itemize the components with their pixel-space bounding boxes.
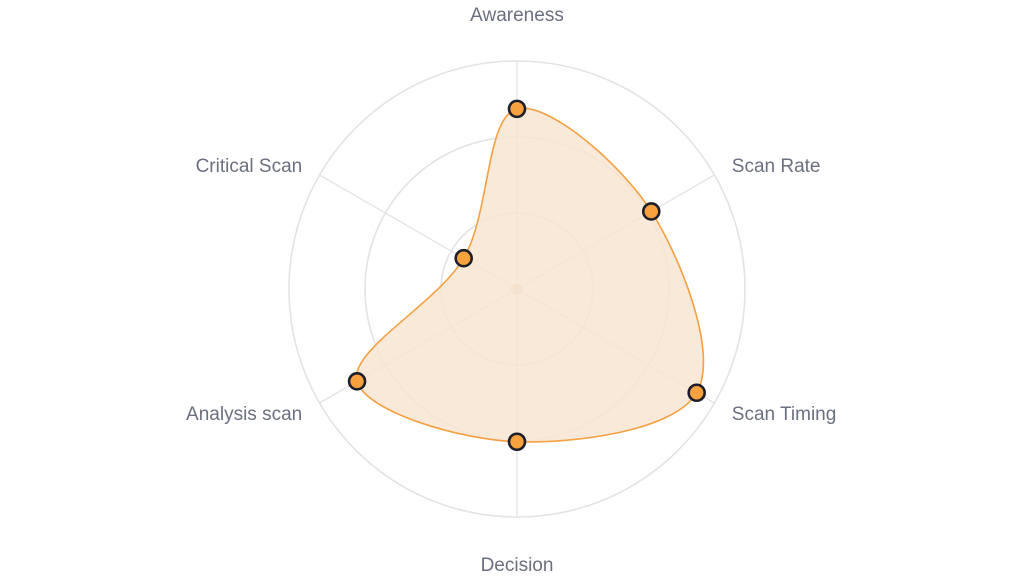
axis-label-critical-scan: Critical Scan xyxy=(196,156,303,177)
axis-label-scan-rate: Scan Rate xyxy=(732,156,821,177)
data-point-analysis-scan[interactable] xyxy=(347,372,367,391)
radar-series-area xyxy=(355,107,705,443)
data-point-decision[interactable] xyxy=(507,432,527,452)
axis-label-awareness: Awareness xyxy=(470,5,564,26)
data-point-awareness[interactable] xyxy=(507,99,527,119)
data-point-critical-scan[interactable] xyxy=(454,248,473,268)
data-point-scan-rate[interactable] xyxy=(641,202,661,221)
data-point-scan-timing[interactable] xyxy=(687,383,706,403)
radar-area-layer xyxy=(355,107,705,443)
axis-label-decision: Decision xyxy=(481,555,554,576)
radar-axis-labels: Awareness Scan Rate Scan Timing Decision Ana… xyxy=(186,5,836,576)
axis-label-analysis-scan: Analysis scan xyxy=(186,404,302,425)
axis-label-scan-timing: Scan Timing xyxy=(732,404,837,425)
radar-points xyxy=(347,99,706,452)
